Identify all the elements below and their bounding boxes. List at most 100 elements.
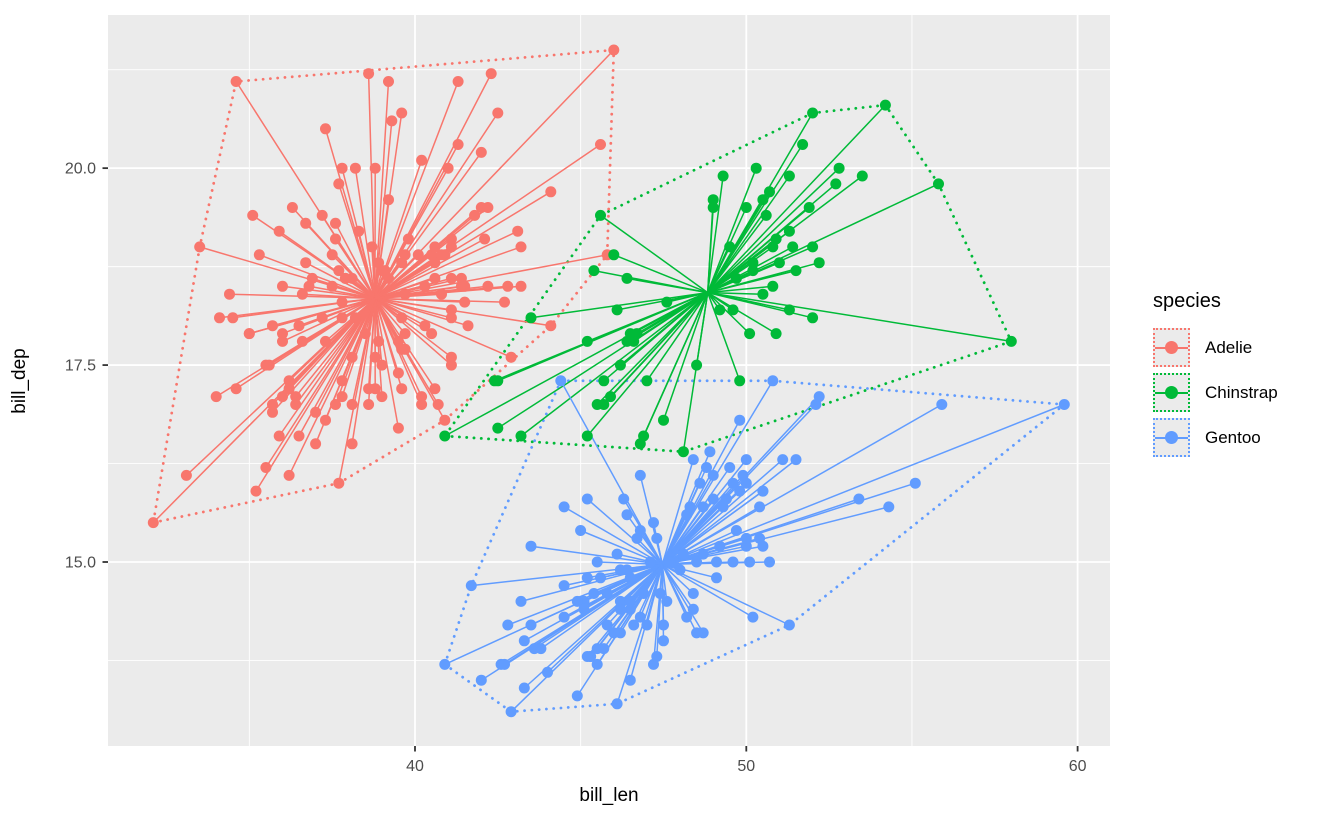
data-point [734, 375, 746, 387]
data-point [936, 399, 948, 410]
data-point [575, 525, 587, 536]
data-point [316, 312, 328, 324]
data-point [518, 682, 530, 694]
data-point [210, 391, 222, 403]
data-point [224, 288, 235, 300]
data-point [267, 406, 278, 418]
data-point [499, 658, 510, 670]
data-point [595, 572, 606, 584]
data-point [578, 603, 590, 615]
data-point [830, 178, 842, 190]
data-point [349, 162, 361, 174]
spider-segment [639, 564, 663, 618]
convex-hull-adelie [151, 48, 616, 525]
data-point [658, 635, 669, 647]
data-point [631, 328, 643, 340]
spider-segment [707, 214, 767, 294]
data-point [392, 367, 404, 379]
data-point [293, 320, 305, 332]
data-point [300, 257, 312, 269]
data-point [419, 320, 431, 332]
data-point [290, 391, 302, 403]
data-point [555, 375, 567, 387]
data-point [436, 288, 447, 300]
spider-segment [354, 168, 376, 299]
data-point [303, 280, 315, 292]
spider-segment [374, 285, 465, 300]
spider-segment [661, 459, 695, 565]
data-point [720, 493, 732, 505]
spider-segment [661, 482, 747, 565]
spider-segment [706, 199, 714, 293]
data-point [296, 335, 308, 347]
spider-segment [374, 238, 485, 300]
data-point [724, 241, 736, 253]
spider-segment [707, 104, 886, 294]
data-point [419, 280, 431, 292]
data-point [429, 257, 441, 269]
spider-segment [374, 297, 512, 358]
data-point [416, 154, 428, 166]
data-point [684, 501, 696, 513]
data-point [230, 383, 242, 395]
x-tick-label: 40 [406, 758, 424, 775]
data-point [326, 280, 338, 292]
data-point [707, 493, 719, 505]
data-point [1058, 399, 1070, 410]
data-point [376, 391, 388, 403]
data-point [283, 383, 295, 395]
grid-minor [108, 15, 1110, 746]
data-point [730, 272, 742, 284]
data-point [416, 391, 428, 403]
data-point [230, 76, 242, 87]
x-axis-title: bill_len [579, 785, 639, 806]
spider-segment [662, 403, 1065, 566]
data-point [445, 241, 457, 253]
data-point [727, 477, 739, 489]
data-point [571, 690, 583, 702]
data-point [730, 525, 742, 536]
data-point [704, 446, 716, 458]
legend-label: Adelie [1205, 337, 1253, 357]
data-point [336, 296, 348, 308]
data-point [697, 501, 709, 513]
spider-segment [661, 564, 698, 634]
spider-segment [374, 81, 459, 299]
data-point [628, 619, 640, 631]
spider-segment [707, 285, 773, 294]
data-point [310, 438, 322, 450]
spider-segment [288, 298, 376, 476]
data-point [608, 44, 620, 56]
data-point [740, 454, 752, 466]
legend-entry-gentoo: Gentoo [1153, 418, 1278, 457]
data-point [247, 209, 259, 221]
data-point [711, 556, 722, 568]
data-point [214, 312, 225, 324]
spider-segment [661, 563, 790, 626]
points-adelie [147, 44, 620, 529]
data-point [330, 217, 341, 229]
spider-segment [520, 292, 709, 437]
spider-segment [586, 292, 709, 437]
data-point [694, 477, 706, 489]
data-point [933, 178, 944, 190]
data-point [465, 580, 477, 592]
data-point [691, 627, 703, 639]
data-point [445, 312, 457, 324]
spider-segment [661, 564, 704, 634]
data-point [677, 548, 689, 560]
data-point [336, 162, 348, 174]
data-point [757, 194, 769, 206]
data-point [744, 556, 756, 568]
data-point [611, 698, 623, 710]
data-point [542, 666, 553, 678]
data-point [813, 391, 825, 403]
y-axis-title: bill_dep [9, 348, 30, 414]
data-point [346, 351, 358, 363]
data-point [879, 99, 891, 111]
data-point [687, 588, 699, 599]
data-point [505, 351, 517, 363]
data-point [624, 674, 636, 686]
data-point [369, 351, 381, 363]
data-point [485, 68, 497, 80]
